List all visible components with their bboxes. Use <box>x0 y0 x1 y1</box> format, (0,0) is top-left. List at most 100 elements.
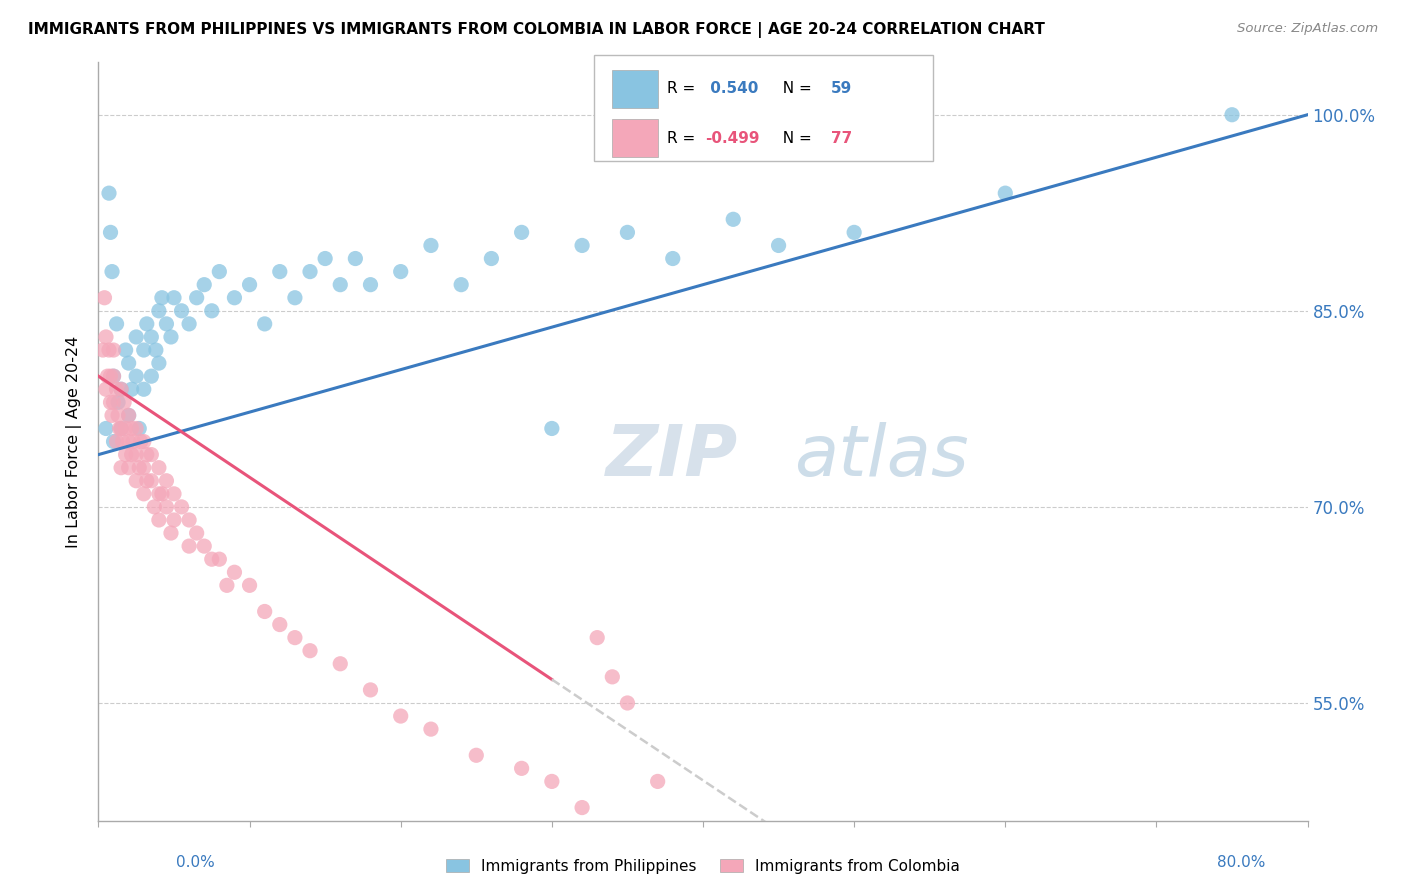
Point <box>121 421 143 435</box>
Point <box>150 487 173 501</box>
Point <box>141 448 163 462</box>
Point <box>121 382 143 396</box>
Point <box>360 682 382 697</box>
Point <box>125 474 148 488</box>
Point <box>110 460 132 475</box>
Point <box>420 238 443 252</box>
Point <box>224 291 246 305</box>
Point <box>723 212 745 227</box>
Point <box>91 343 114 357</box>
Point <box>135 448 157 462</box>
Point <box>141 330 163 344</box>
Point <box>179 513 201 527</box>
Point <box>125 448 148 462</box>
Point <box>135 474 157 488</box>
Point <box>103 369 125 384</box>
Y-axis label: In Labor Force | Age 20-24: In Labor Force | Age 20-24 <box>66 335 83 548</box>
Text: atlas: atlas <box>793 422 969 491</box>
Point <box>661 252 683 266</box>
FancyBboxPatch shape <box>595 55 932 161</box>
Point <box>132 343 155 357</box>
Point <box>121 448 143 462</box>
Point <box>128 460 150 475</box>
Point <box>602 670 624 684</box>
Point <box>215 578 238 592</box>
Point <box>616 696 638 710</box>
Point <box>148 303 170 318</box>
Text: N =: N = <box>773 131 817 145</box>
Point <box>110 382 132 396</box>
Point <box>94 382 117 396</box>
Point <box>100 369 122 384</box>
Point <box>103 395 125 409</box>
Point <box>129 434 152 449</box>
Point <box>186 291 208 305</box>
Point <box>253 605 276 619</box>
Point <box>193 539 215 553</box>
Point <box>148 356 170 370</box>
Point <box>110 421 132 435</box>
Point <box>114 448 136 462</box>
Point <box>329 657 352 671</box>
Point <box>269 264 291 278</box>
Text: 80.0%: 80.0% <box>1218 855 1265 870</box>
Point <box>420 722 443 736</box>
Point <box>1220 108 1243 122</box>
Point <box>145 343 167 357</box>
Text: 0.0%: 0.0% <box>176 855 215 870</box>
Point <box>125 330 148 344</box>
Text: IMMIGRANTS FROM PHILIPPINES VS IMMIGRANTS FROM COLOMBIA IN LABOR FORCE | AGE 20-: IMMIGRANTS FROM PHILIPPINES VS IMMIGRANT… <box>28 22 1045 38</box>
Point <box>96 369 118 384</box>
Point <box>128 421 150 435</box>
Point <box>108 421 131 435</box>
Point <box>170 500 193 514</box>
Text: -0.499: -0.499 <box>706 131 759 145</box>
Point <box>118 409 141 423</box>
Point <box>389 264 412 278</box>
Point <box>132 487 155 501</box>
Point <box>284 631 307 645</box>
Point <box>586 631 609 645</box>
Point <box>155 317 177 331</box>
Point <box>93 291 115 305</box>
Point <box>510 761 533 775</box>
Point <box>163 513 186 527</box>
Point <box>103 434 125 449</box>
Point <box>208 552 231 566</box>
Point <box>844 226 866 240</box>
Point <box>118 409 141 423</box>
Point <box>647 774 669 789</box>
Point <box>193 277 215 292</box>
Point <box>540 421 562 435</box>
Point <box>122 434 145 449</box>
Point <box>141 369 163 384</box>
Point <box>132 382 155 396</box>
Point <box>768 238 790 252</box>
Point <box>112 395 135 409</box>
Point <box>160 526 183 541</box>
Point <box>101 264 124 278</box>
Point <box>105 317 128 331</box>
Point <box>284 291 307 305</box>
Point <box>98 343 121 357</box>
Point <box>571 238 593 252</box>
Point <box>148 460 170 475</box>
Point <box>132 434 155 449</box>
Point <box>155 474 177 488</box>
Point <box>100 226 122 240</box>
Point <box>179 539 201 553</box>
Point <box>253 317 276 331</box>
Point <box>269 617 291 632</box>
Point <box>125 421 148 435</box>
Text: ZIP: ZIP <box>606 422 738 491</box>
Point <box>155 500 177 514</box>
Point <box>148 487 170 501</box>
Text: Source: ZipAtlas.com: Source: ZipAtlas.com <box>1237 22 1378 36</box>
Text: 0.540: 0.540 <box>706 81 759 96</box>
Point <box>94 330 117 344</box>
Text: 59: 59 <box>831 81 852 96</box>
Point <box>110 421 132 435</box>
Point <box>224 566 246 580</box>
FancyBboxPatch shape <box>613 120 658 157</box>
Point <box>114 421 136 435</box>
